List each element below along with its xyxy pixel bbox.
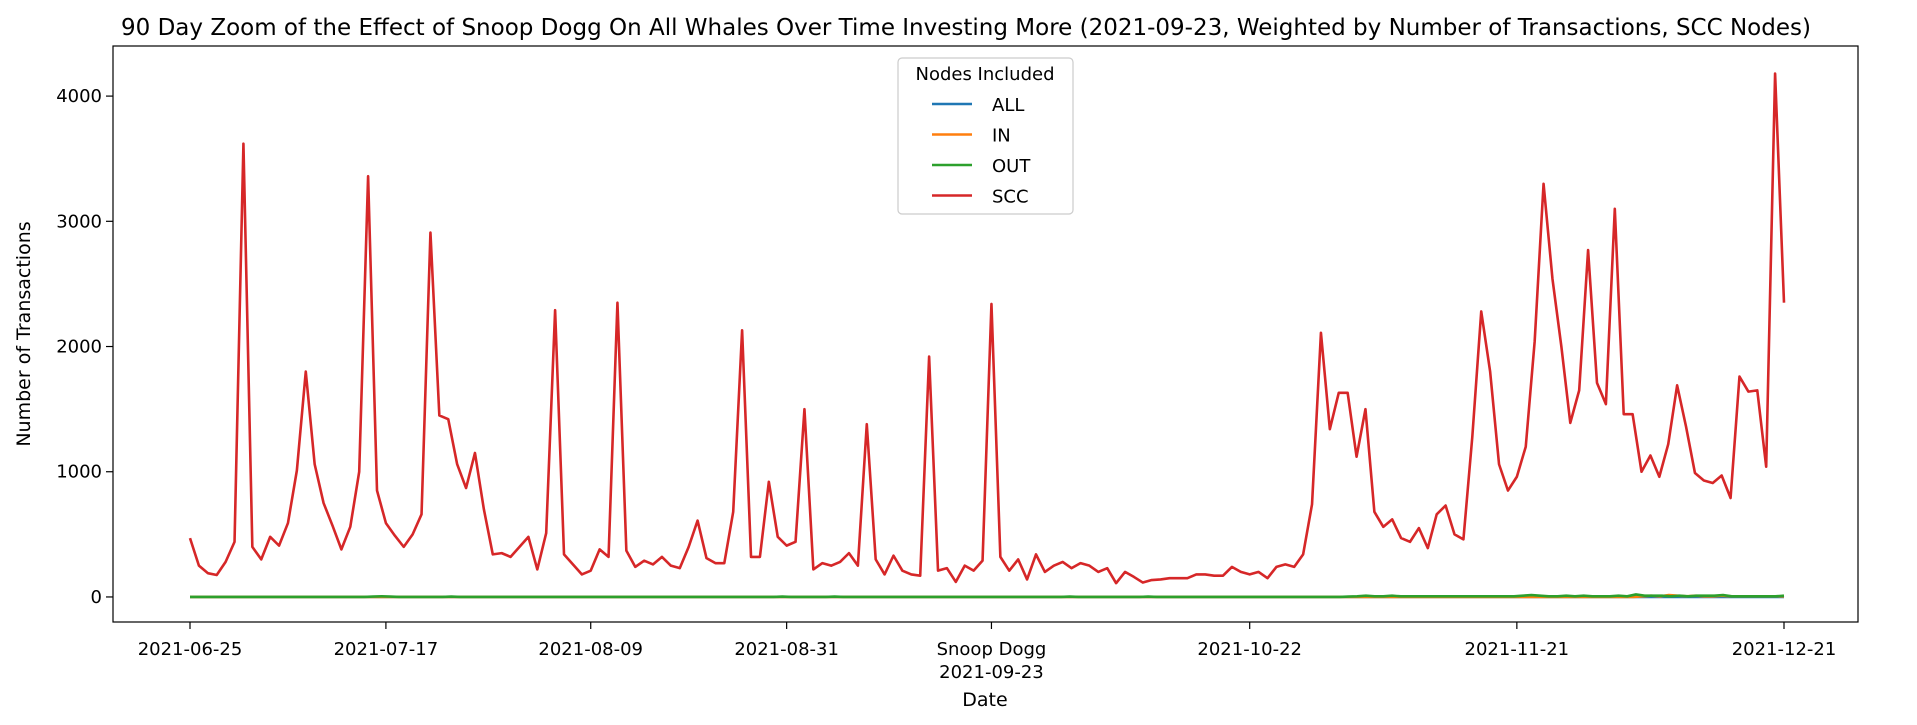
legend-box bbox=[897, 57, 1074, 215]
y-tick-label: 4000 bbox=[56, 86, 102, 107]
legend-label-scc: SCC bbox=[992, 187, 1029, 208]
x-tick-label: 2021-09-23 bbox=[939, 662, 1044, 683]
series-line-out bbox=[190, 593, 1785, 599]
legend-title: Nodes Included bbox=[915, 64, 1054, 85]
y-axis: 0 1000 2000 3000 4000 bbox=[56, 86, 113, 608]
x-tick-label: 2021-08-09 bbox=[538, 639, 643, 660]
x-tick-label: 2021-12-21 bbox=[1732, 639, 1837, 660]
legend-label-out: OUT bbox=[992, 156, 1031, 177]
y-tick-label: 3000 bbox=[56, 211, 102, 232]
chart-title: 90 Day Zoom of the Effect of Snoop Dogg … bbox=[121, 15, 1811, 41]
legend-entries: ALL IN OUT SCC bbox=[932, 95, 1031, 208]
legend: Nodes Included ALL IN OUT SCC bbox=[897, 57, 1074, 215]
x-axis: 2021-06-25 2021-07-17 2021-08-09 2021-08-31… bbox=[138, 622, 1837, 683]
legend-label-all: ALL bbox=[992, 95, 1024, 116]
y-tick-label: 1000 bbox=[56, 462, 102, 483]
series-line-scc bbox=[188, 72, 1786, 585]
x-axis-title: Date bbox=[962, 689, 1007, 711]
x-tick-label: 2021-11-21 bbox=[1465, 639, 1570, 660]
x-tick-label: 2021-06-25 bbox=[138, 639, 243, 660]
event-tick-label: Snoop Dogg bbox=[937, 639, 1047, 660]
x-tick-label: 2021-07-17 bbox=[334, 639, 439, 660]
x-tick-label: 2021-10-22 bbox=[1197, 639, 1302, 660]
plot-area bbox=[188, 72, 1786, 599]
series-lines bbox=[188, 72, 1786, 599]
y-axis-title: Number of Transactions bbox=[13, 221, 35, 446]
plot-frame bbox=[112, 45, 1859, 623]
legend-label-in: IN bbox=[992, 126, 1011, 147]
y-tick-label: 0 bbox=[91, 587, 102, 608]
x-tick-label: 2021-08-31 bbox=[734, 639, 839, 660]
y-tick-label: 2000 bbox=[56, 337, 102, 358]
